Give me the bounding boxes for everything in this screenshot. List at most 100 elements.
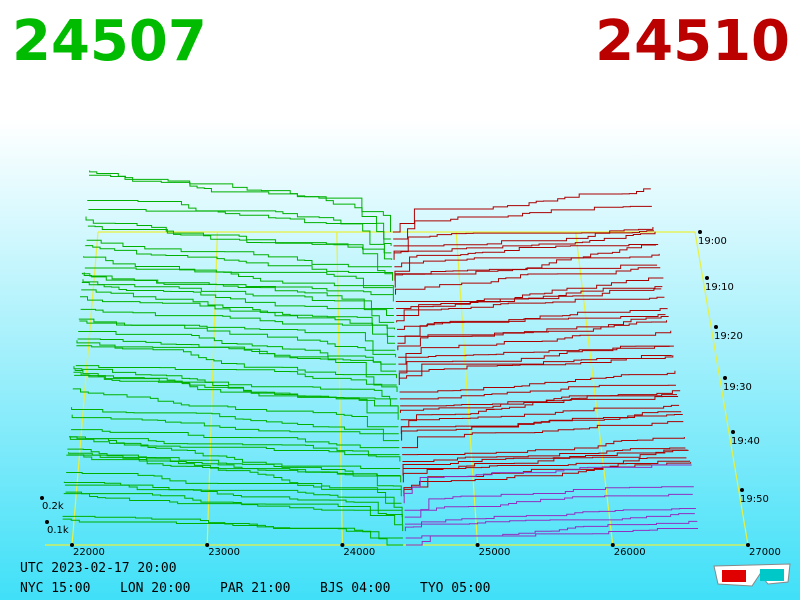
ask-line — [402, 449, 688, 476]
time-label: 19:20 — [714, 331, 743, 342]
tick-dot — [714, 325, 718, 329]
bid-line — [65, 491, 402, 511]
tick-dot — [610, 543, 615, 547]
tick-dot — [705, 276, 709, 280]
time-label: 19:00 — [698, 236, 727, 247]
ask-line — [404, 493, 693, 511]
bid-line — [89, 174, 391, 240]
bid-line — [81, 272, 394, 316]
time-label: 19:50 — [740, 494, 769, 505]
city-time: TYO 05:00 — [420, 581, 490, 596]
ask-line — [405, 527, 698, 546]
tick-dot — [340, 543, 345, 547]
tick-dot — [698, 230, 702, 234]
bid-line — [76, 345, 397, 386]
bid-line — [62, 515, 404, 546]
bid-line — [69, 436, 400, 456]
bid-line — [87, 225, 392, 254]
bid-line — [67, 454, 402, 483]
tick-dot — [475, 543, 480, 547]
bid-line — [75, 365, 398, 392]
bid-line — [83, 256, 394, 302]
bid-line — [70, 429, 400, 449]
ask-line — [393, 227, 654, 247]
bid-line — [63, 481, 403, 525]
ask-line — [393, 231, 656, 260]
ask-line — [400, 404, 680, 421]
depth-label: 0.1k — [47, 525, 69, 536]
ask-line — [401, 421, 684, 449]
ask-line — [394, 244, 657, 268]
bid-line — [66, 454, 402, 497]
ask-line — [397, 315, 669, 351]
bid-line — [73, 366, 398, 414]
tick-dot — [205, 543, 210, 547]
ask-line — [402, 436, 685, 456]
bid-line — [85, 216, 393, 275]
ask-line — [394, 253, 660, 288]
grid-line — [71, 231, 99, 546]
bid-line — [84, 245, 394, 281]
ask-line — [398, 330, 672, 365]
bid-line — [73, 371, 399, 420]
bid-line — [84, 267, 393, 289]
bid-line — [71, 414, 399, 435]
ask-line — [405, 513, 695, 525]
ask-line — [393, 205, 652, 240]
ask-line — [403, 464, 692, 504]
bid-line — [72, 388, 399, 428]
ask-line — [399, 370, 676, 393]
tick-dot — [70, 543, 74, 547]
bid-line — [68, 452, 401, 476]
price-label: 25000 — [479, 547, 511, 558]
price-label: 22000 — [73, 547, 105, 558]
ask-line — [403, 460, 691, 490]
ask-line — [401, 390, 681, 428]
ask-line — [404, 486, 694, 518]
ask-line — [393, 230, 654, 254]
ask-line — [401, 414, 683, 441]
bid-line — [86, 239, 392, 268]
bid-line — [71, 407, 400, 442]
bid-line — [63, 493, 404, 532]
ask-line — [398, 345, 674, 386]
price-label: 23000 — [208, 547, 240, 558]
bid-line — [66, 472, 402, 504]
tick-dot — [731, 430, 735, 434]
tick-dot — [723, 376, 727, 380]
bid-line — [69, 435, 401, 462]
grid-line — [336, 231, 343, 546]
city-time: BJS 04:00 — [320, 581, 390, 596]
ask-line — [392, 188, 651, 233]
bid-line — [80, 296, 396, 344]
bid-line — [82, 279, 394, 310]
ask-line — [402, 457, 687, 469]
price-label: 27000 — [749, 547, 781, 558]
ask-line — [395, 267, 661, 295]
ask-line — [394, 244, 659, 281]
city-time: NYC 15:00 — [20, 581, 90, 596]
utc-time: UTC 2023-02-17 20:00 — [20, 561, 177, 576]
bid-line — [81, 289, 395, 330]
bid-line — [81, 281, 395, 323]
grid-line — [575, 231, 614, 546]
time-label: 19:30 — [723, 382, 752, 393]
labels: 22000 23000 24000 25000 26000 27000 0.2k 0.1k 19… — [40, 230, 781, 558]
ask-line — [399, 384, 676, 400]
city-time: PAR 21:00 — [220, 581, 290, 596]
tick-dot — [740, 488, 744, 492]
ask-line — [402, 447, 686, 463]
time-label: 19:10 — [705, 282, 734, 293]
glasses-icon — [713, 563, 791, 587]
price-label: 24000 — [343, 547, 375, 558]
ask-line — [400, 411, 682, 434]
city-time: LON 20:00 — [120, 581, 190, 596]
bid-line — [67, 448, 401, 490]
ask-line — [400, 394, 678, 407]
depth-label: 0.2k — [42, 501, 64, 512]
bid-line — [76, 340, 397, 379]
bid-line — [62, 518, 403, 539]
bid-line — [87, 199, 393, 260]
bid-line — [80, 308, 395, 337]
